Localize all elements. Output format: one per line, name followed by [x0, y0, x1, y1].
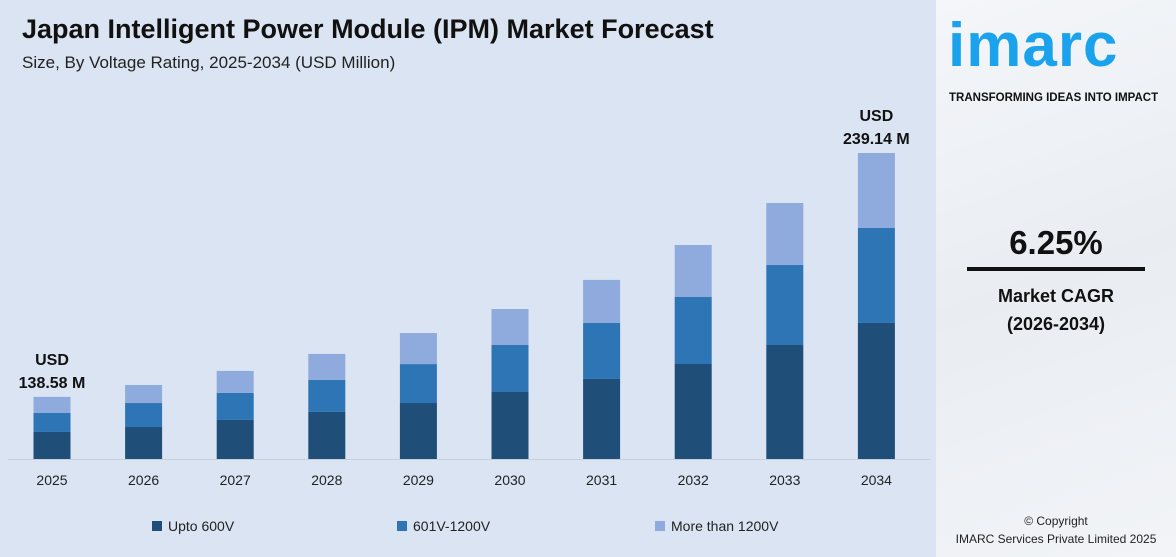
legend-swatch — [152, 521, 162, 531]
bar-2028-upto-600v — [308, 411, 346, 459]
legend-swatch — [397, 521, 407, 531]
bar-2027-601v-1200v — [216, 392, 254, 420]
cagr-label: Market CAGR — [997, 286, 1115, 306]
x-tick-label: 2030 — [494, 472, 525, 488]
bar-2025-more-than-1200v — [33, 396, 71, 413]
cagr-value: 6.25% — [1009, 224, 1103, 261]
bar-2034-601v-1200v — [857, 228, 895, 323]
bar-2025-upto-600v — [33, 431, 71, 459]
bar-2030-upto-600v — [491, 391, 529, 459]
bar-2028-more-than-1200v — [308, 353, 346, 380]
total-label: 138.58 M — [19, 375, 86, 392]
bar-chart: 2025 USD 138.58 M 2026 2027 2028 2029 2030 2031 2… — [8, 108, 930, 488]
bar-2034-more-than-1200v — [857, 153, 895, 229]
bar-2029-more-than-1200v — [399, 333, 437, 365]
bar-2033-601v-1200v — [766, 264, 804, 345]
bar-2026-more-than-1200v — [125, 384, 163, 404]
bar-2033-upto-600v — [766, 344, 804, 459]
side-panel: imarc TRANSFORMING IDEAS INTO IMPACT 6.2… — [936, 0, 1176, 557]
bar-2027-upto-600v — [216, 419, 254, 459]
x-tick-label: 2028 — [311, 472, 342, 488]
logo-tagline: TRANSFORMING IDEAS INTO IMPACT — [949, 92, 1159, 104]
chart-panel: Japan Intelligent Power Module (IPM) Mar… — [0, 0, 936, 557]
x-tick-label: 2032 — [678, 472, 709, 488]
x-tick-label: 2025 — [36, 472, 67, 488]
legend-label: Upto 600V — [168, 518, 235, 534]
bar-2029-upto-600v — [399, 403, 437, 459]
legend-item-more-than-1200v: More than 1200V — [655, 518, 778, 534]
legend-item-upto-600v: Upto 600V — [152, 518, 234, 534]
total-label: USD — [860, 108, 894, 125]
bar-2031-601v-1200v — [583, 322, 621, 379]
divider — [967, 267, 1145, 271]
x-tick-label: 2034 — [861, 472, 892, 488]
bar-2034-upto-600v — [857, 322, 895, 459]
x-tick-label: 2033 — [769, 472, 800, 488]
x-tick-label: 2031 — [586, 472, 617, 488]
cagr-period: (2026-2034) — [1006, 314, 1106, 334]
total-label: USD — [35, 352, 69, 369]
legend-label: More than 1200V — [671, 518, 779, 534]
bar-2026-601v-1200v — [125, 403, 163, 428]
bar-2029-601v-1200v — [399, 364, 437, 404]
total-label: 239.14 M — [843, 131, 910, 148]
bar-2028-601v-1200v — [308, 379, 346, 412]
copyright: © Copyright — [1024, 514, 1088, 528]
bar-2032-upto-600v — [674, 364, 712, 459]
bar-2025-601v-1200v — [33, 412, 71, 432]
legend-label: 601V-1200V — [413, 518, 491, 534]
x-tick-label: 2026 — [128, 472, 159, 488]
bar-2031-upto-600v — [583, 378, 621, 459]
bar-2033-more-than-1200v — [766, 202, 804, 265]
chart-subtitle: Size, By Voltage Rating, 2025-2034 (USD … — [22, 53, 396, 72]
bar-2032-601v-1200v — [674, 296, 712, 365]
bar-2027-more-than-1200v — [216, 370, 254, 393]
bar-2032-more-than-1200v — [674, 244, 712, 297]
imarc-logo: imarc — [948, 11, 1119, 80]
bar-2026-upto-600v — [125, 427, 163, 459]
bar-2030-601v-1200v — [491, 344, 529, 392]
bar-2030-more-than-1200v — [491, 309, 529, 345]
legend-item-601v-1200v: 601V-1200V — [397, 518, 490, 534]
legend-swatch — [655, 521, 665, 531]
chart-title: Japan Intelligent Power Module (IPM) Mar… — [22, 14, 714, 44]
x-tick-label: 2027 — [220, 472, 251, 488]
bar-2031-more-than-1200v — [583, 279, 621, 323]
company-name: IMARC Services Private Limited 2025 — [955, 532, 1157, 546]
x-tick-label: 2029 — [403, 472, 434, 488]
